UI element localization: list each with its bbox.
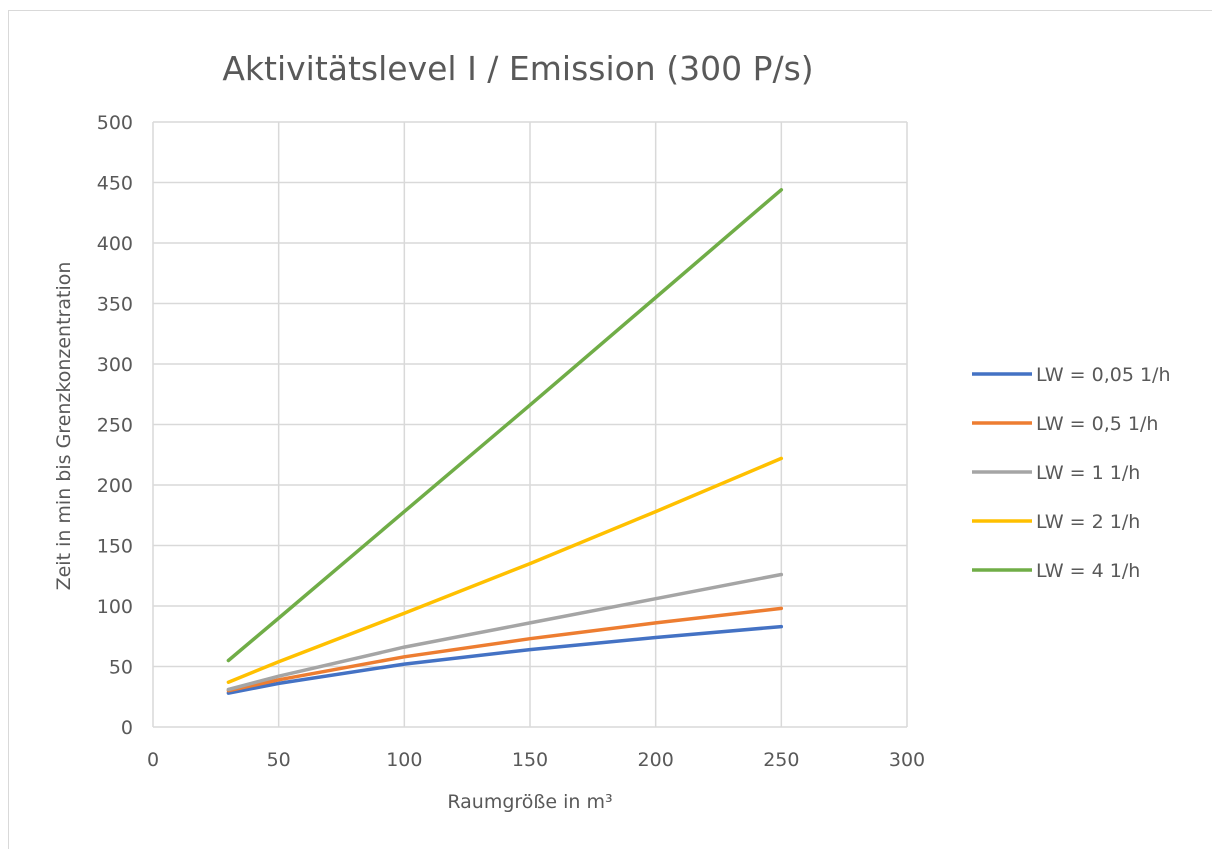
- x-tick-label: 50: [267, 749, 291, 771]
- y-tick-label: 150: [97, 536, 133, 558]
- chart-title: Aktivitätslevel I / Emission (300 P/s): [222, 49, 813, 88]
- y-axis-ticks: 0 50 100 150 200 250 300 350 400 450 500: [97, 112, 133, 739]
- y-axis-title: Zeit in min bis Grenzkonzentration: [53, 262, 75, 591]
- legend-item: LW = 4 1/h: [972, 560, 1140, 582]
- x-axis-ticks: 0 50 100 150 200 250 300: [147, 749, 925, 771]
- legend: LW = 0,05 1/h LW = 0,5 1/h LW = 1 1/h LW = …: [972, 364, 1171, 582]
- legend-label: LW = 2 1/h: [1036, 511, 1140, 533]
- series-line: [226, 624, 784, 695]
- legend-item: LW = 2 1/h: [972, 511, 1140, 533]
- grid: [152, 121, 908, 728]
- legend-item: LW = 1 1/h: [972, 462, 1140, 484]
- legend-item: LW = 0,05 1/h: [972, 364, 1171, 386]
- x-tick-label: 150: [512, 749, 548, 771]
- series-line: [226, 456, 784, 684]
- x-tick-label: 250: [763, 749, 799, 771]
- y-tick-label: 50: [109, 657, 133, 679]
- series-line: [226, 188, 784, 663]
- x-tick-label: 200: [638, 749, 674, 771]
- chart-frame: [8, 10, 1212, 849]
- x-tick-label: 0: [147, 749, 159, 771]
- legend-label: LW = 1 1/h: [1036, 462, 1140, 484]
- y-tick-label: 300: [97, 354, 133, 376]
- y-tick-label: 100: [97, 596, 133, 618]
- legend-label: LW = 0,5 1/h: [1036, 413, 1158, 435]
- y-tick-label: 450: [97, 173, 133, 195]
- legend-label: LW = 4 1/h: [1036, 560, 1140, 582]
- series-lines: [226, 188, 784, 695]
- y-tick-label: 200: [97, 475, 133, 497]
- y-tick-label: 400: [97, 233, 133, 255]
- series-line: [226, 572, 784, 692]
- series-line: [226, 606, 784, 693]
- y-tick-label: 0: [121, 717, 133, 739]
- legend-item: LW = 0,5 1/h: [972, 413, 1158, 435]
- y-tick-label: 500: [97, 112, 133, 134]
- y-tick-label: 350: [97, 294, 133, 316]
- x-tick-label: 100: [386, 749, 422, 771]
- legend-label: LW = 0,05 1/h: [1036, 364, 1171, 386]
- y-tick-label: 250: [97, 415, 133, 437]
- x-tick-label: 300: [889, 749, 925, 771]
- x-axis-title: Raumgröße in m³: [447, 791, 612, 813]
